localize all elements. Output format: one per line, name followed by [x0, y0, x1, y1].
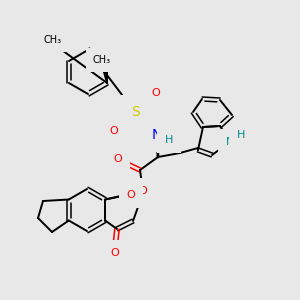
Text: N: N: [152, 128, 162, 142]
Text: H: H: [165, 135, 173, 145]
Text: CH₃: CH₃: [44, 35, 62, 45]
Text: S: S: [130, 105, 140, 119]
Text: O: O: [152, 88, 160, 98]
Text: N: N: [152, 128, 162, 142]
Text: H: H: [237, 130, 245, 140]
Text: O: O: [139, 186, 147, 196]
Text: O: O: [127, 190, 135, 200]
Text: O: O: [111, 248, 119, 258]
Text: CH₃: CH₃: [44, 35, 62, 45]
Text: O: O: [139, 186, 147, 196]
Text: O: O: [114, 154, 122, 164]
Text: H: H: [237, 130, 245, 140]
Text: O: O: [111, 248, 119, 258]
Text: N: N: [226, 137, 234, 147]
Text: CH₃: CH₃: [93, 55, 111, 65]
Text: O: O: [114, 154, 122, 164]
Text: O: O: [152, 88, 160, 98]
Text: O: O: [139, 186, 147, 196]
Text: O: O: [127, 190, 135, 200]
Text: O: O: [110, 126, 118, 136]
Text: O: O: [110, 126, 118, 136]
Text: H: H: [165, 135, 173, 145]
Text: N: N: [226, 137, 234, 147]
Text: S: S: [130, 105, 140, 119]
